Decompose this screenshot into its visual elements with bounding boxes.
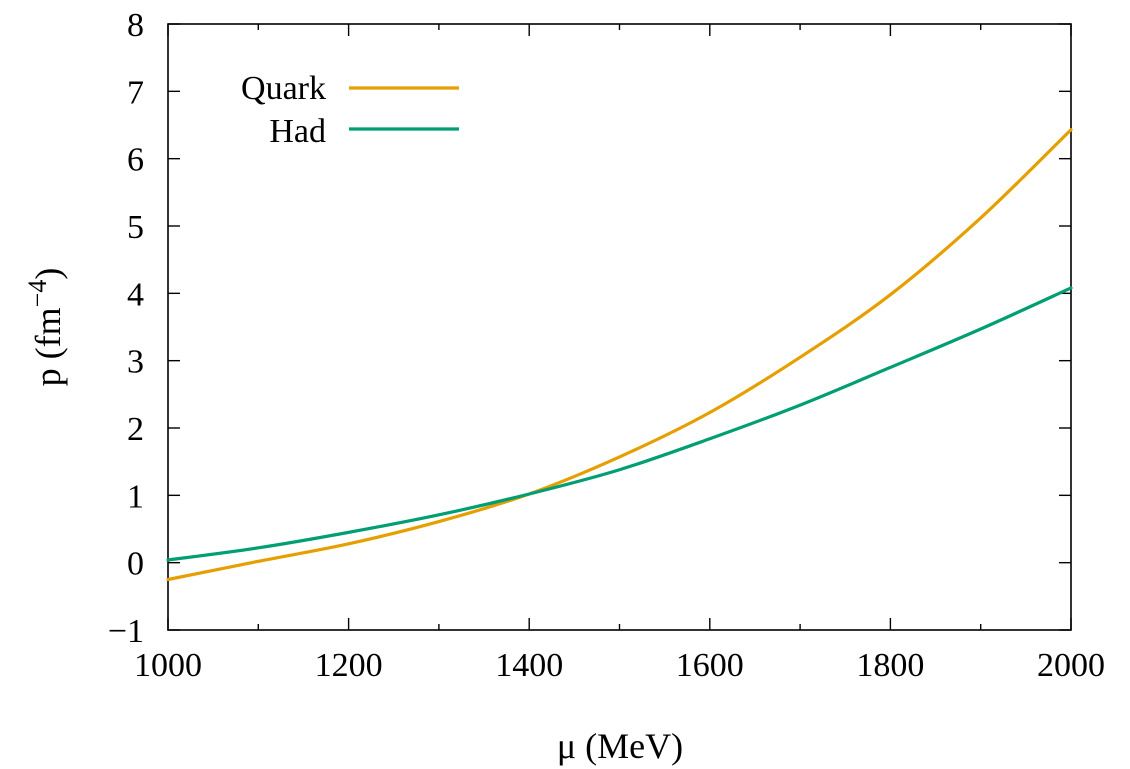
y-axis-label-exponent: −4 xyxy=(23,280,52,308)
legend-label-had: Had xyxy=(269,113,326,150)
x-tick-label: 1200 xyxy=(315,647,383,684)
x-tick-label: 1000 xyxy=(134,647,202,684)
y-tick-label: 8 xyxy=(127,7,144,44)
x-tick-label: 1800 xyxy=(856,647,924,684)
series-line-had xyxy=(166,286,1073,562)
legend-label-quark: Quark xyxy=(241,70,326,107)
y-tick-label: 2 xyxy=(127,411,144,448)
y-tick-label: 7 xyxy=(127,74,144,111)
y-tick-label: 6 xyxy=(127,142,144,179)
y-tick-label: 1 xyxy=(127,478,144,515)
y-axis-label-close: ) xyxy=(28,268,68,280)
y-axis-label-base: p (fm xyxy=(28,307,68,386)
x-axis-label: μ (MeV) xyxy=(557,726,683,766)
y-axis-label: p (fm−4) xyxy=(23,268,68,387)
legend: Quark Had xyxy=(241,70,459,150)
x-tick-label: 2000 xyxy=(1037,647,1105,684)
y-tick-label: 3 xyxy=(127,344,144,381)
legend-entry-quark: Quark xyxy=(241,70,459,107)
y-tick-label: 4 xyxy=(127,276,144,313)
y-tick-label: −1 xyxy=(108,613,144,650)
axis-tick-labels: 1000 1200 1400 1600 1800 2000 −1 0 1 2 3 4 5 6 7 8 xyxy=(108,7,1105,684)
series-lines xyxy=(166,128,1073,582)
legend-entry-had: Had xyxy=(269,113,459,150)
y-tick-label: 5 xyxy=(127,209,144,246)
y-tick-label: 0 xyxy=(127,546,144,583)
axis-ticks xyxy=(167,23,1072,631)
x-tick-label: 1400 xyxy=(495,647,563,684)
x-tick-label: 1600 xyxy=(676,647,744,684)
series-line-quark xyxy=(166,128,1073,582)
